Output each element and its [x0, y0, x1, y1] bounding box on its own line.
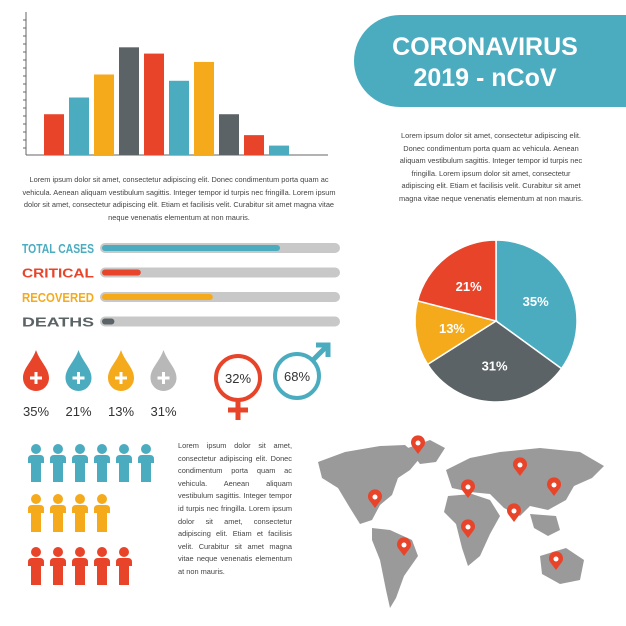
- person-head: [141, 444, 151, 454]
- drop-icon: [23, 350, 49, 391]
- bar: [44, 114, 64, 155]
- person-head: [119, 444, 129, 454]
- person-head: [53, 547, 63, 557]
- bar: [194, 61, 214, 155]
- person-head: [53, 444, 63, 454]
- drop-icon: [150, 350, 177, 391]
- pie-label: 31%: [482, 359, 508, 374]
- drop-icon: [108, 350, 134, 391]
- plus-icon: [30, 372, 42, 384]
- person-head: [31, 547, 41, 557]
- plus-icon: [72, 372, 85, 384]
- person-head: [97, 494, 107, 504]
- female-label: 32%: [225, 371, 251, 386]
- drop-label: 21%: [65, 404, 91, 419]
- plus-icon: [157, 372, 170, 384]
- drop-label: 13%: [108, 404, 134, 419]
- male-label: 68%: [284, 369, 310, 384]
- person-head: [97, 547, 107, 557]
- progress-track: [100, 316, 340, 327]
- progress-fill: [102, 294, 213, 300]
- person-body: [116, 558, 132, 585]
- person-head: [119, 547, 129, 557]
- pie-slice: [426, 320, 563, 403]
- bar: [94, 74, 114, 155]
- world-map: [318, 440, 604, 608]
- bar: [69, 97, 89, 155]
- map-pin-dot: [465, 524, 471, 530]
- male-arrow: [311, 342, 331, 362]
- male-symbol: [273, 352, 321, 400]
- person-head: [31, 494, 41, 504]
- body-text: Lorem ipsum dolor sit amet, consectetur …: [178, 441, 292, 576]
- progress-fill: [102, 269, 141, 276]
- map-pin-dot: [511, 508, 517, 514]
- person-body: [116, 455, 132, 482]
- title-banner: [354, 15, 626, 107]
- person-body: [94, 455, 110, 482]
- person-body: [50, 455, 66, 482]
- progress-label: TOTAL CASES: [22, 241, 94, 256]
- person-body: [50, 558, 66, 585]
- pie-slice: [414, 299, 498, 366]
- person-head: [75, 547, 85, 557]
- body-text: Lorem ipsum dolor sit amet, consectetur …: [22, 175, 336, 222]
- bar: [119, 47, 139, 156]
- person-body: [94, 558, 110, 585]
- progress-track: [100, 267, 340, 278]
- map-pin-dot: [401, 542, 407, 548]
- progress-label: DEATHS: [22, 315, 94, 330]
- drop-label: 31%: [150, 404, 176, 419]
- person-body: [28, 505, 44, 532]
- person-body: [72, 558, 88, 585]
- bar: [219, 114, 239, 155]
- map-pin-dot: [465, 484, 471, 490]
- map-pin-dot: [415, 440, 421, 446]
- pie-slice: [495, 239, 578, 370]
- person-body: [28, 455, 44, 482]
- person-body: [28, 558, 44, 585]
- map-pin-dot: [517, 462, 523, 468]
- person-head: [97, 444, 107, 454]
- pie-label: 35%: [523, 294, 549, 309]
- pie-slice: [416, 239, 497, 322]
- female-cross: [228, 400, 248, 420]
- map-pin-dot: [551, 482, 557, 488]
- map-pin-dot: [372, 494, 378, 500]
- pie-label: 13%: [439, 321, 465, 336]
- drop-label: 35%: [23, 404, 49, 419]
- bar: [169, 80, 189, 155]
- bar: [244, 135, 264, 155]
- person-head: [53, 494, 63, 504]
- person-head: [75, 494, 85, 504]
- bar: [144, 53, 164, 155]
- person-body: [72, 505, 88, 532]
- progress-fill: [102, 318, 115, 325]
- person-body: [138, 455, 154, 482]
- person-head: [31, 444, 41, 454]
- person-body: [50, 505, 66, 532]
- title: 2019 - nCoV: [413, 64, 556, 92]
- map-pin-dot: [553, 556, 559, 562]
- progress-fill: [102, 245, 280, 251]
- body-text: Lorem ipsum dolor sit amet, consectetur …: [398, 131, 584, 203]
- progress-label: CRITICAL: [22, 266, 94, 281]
- plus-icon: [115, 372, 127, 384]
- title: CORONAVIRUS: [392, 33, 578, 61]
- drop-icon: [65, 350, 92, 391]
- progress-label: RECOVERED: [22, 290, 94, 305]
- pie-label: 21%: [456, 279, 482, 294]
- person-body: [72, 455, 88, 482]
- bar: [269, 145, 289, 155]
- person-head: [75, 444, 85, 454]
- person-body: [94, 505, 110, 532]
- map-pins: [368, 435, 563, 570]
